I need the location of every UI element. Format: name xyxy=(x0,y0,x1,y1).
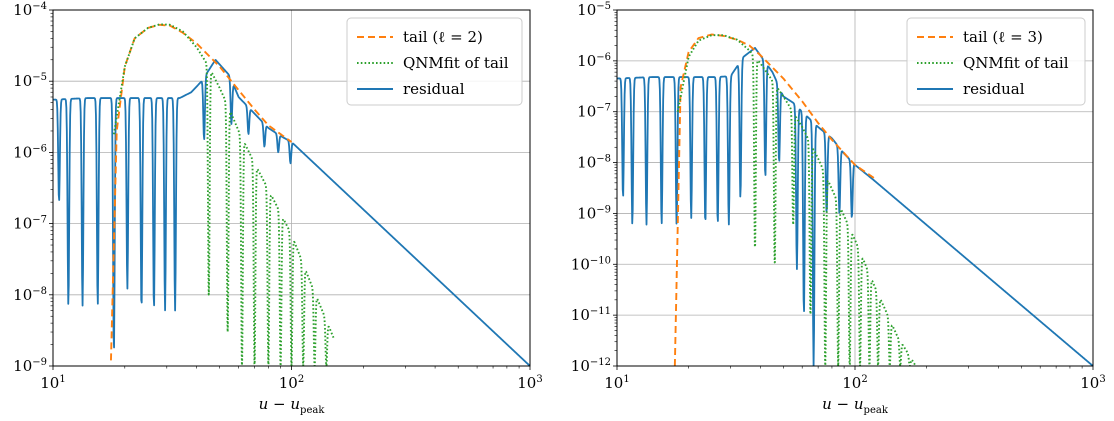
legend: tail (ℓ = 2) QNMfit of tail residual xyxy=(346,17,523,106)
legend-label: residual xyxy=(963,80,1025,98)
tick-label-y: 10−10 xyxy=(571,255,611,273)
legend-box xyxy=(346,17,523,106)
series-line-tail xyxy=(110,23,293,361)
series-group xyxy=(53,23,530,366)
legend-box xyxy=(906,17,1086,106)
tick-label-y: 10−5 xyxy=(577,1,611,19)
tick-label-y: 10−5 xyxy=(13,72,47,90)
chart-panel-1: 101 102 103 10−9 10−8 10−7 10−6 10−5 10−4 u − upe… xyxy=(13,1,543,416)
legend-label: residual xyxy=(403,80,465,98)
tick-label-x: 103 xyxy=(1080,374,1105,392)
series-line-tail xyxy=(673,33,875,366)
series-line-fit xyxy=(112,23,335,366)
legend-label: tail (ℓ = 3) xyxy=(963,28,1043,46)
tick-label-x: 102 xyxy=(842,374,867,392)
legend-label: QNMfit of tail xyxy=(403,54,509,72)
legend-label: tail (ℓ = 2) xyxy=(403,28,483,46)
tick-label-y: 10−7 xyxy=(577,103,611,121)
tick-label-y: 10−4 xyxy=(13,1,47,19)
legend-label: QNMfit of tail xyxy=(963,54,1069,72)
x-axis-label: u − upeak xyxy=(259,395,326,416)
tick-label-x: 101 xyxy=(40,374,65,392)
tick-label-y: 10−12 xyxy=(571,357,611,375)
chart-panel-2: 101 102 103 10−12 10−11 10−10 10−9 10−8 10−7 10−6… xyxy=(571,1,1106,416)
tick-label-y: 10−9 xyxy=(13,357,47,375)
tick-label-y: 10−6 xyxy=(577,52,611,70)
tick-label-y: 10−8 xyxy=(13,286,47,304)
tick-label-x: 102 xyxy=(279,374,304,392)
tick-label-y: 10−7 xyxy=(13,215,47,233)
tick-label-y: 10−11 xyxy=(571,306,611,324)
tick-label-y: 10−6 xyxy=(13,143,47,161)
series-group xyxy=(617,33,1093,366)
tick-label-y: 10−8 xyxy=(577,154,611,172)
tick-label-y: 10−9 xyxy=(577,204,611,222)
x-axis-label: u − upeak xyxy=(822,395,889,416)
tick-label-x: 103 xyxy=(517,374,542,392)
series-line-residual xyxy=(53,59,530,366)
legend: tail (ℓ = 3) QNMfit of tail residual xyxy=(906,17,1086,106)
tick-label-x: 101 xyxy=(604,374,629,392)
